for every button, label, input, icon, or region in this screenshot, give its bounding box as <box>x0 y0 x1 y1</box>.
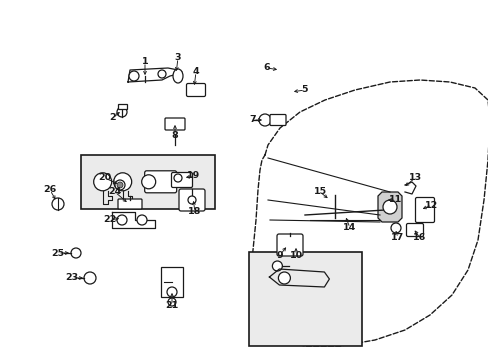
Polygon shape <box>377 192 401 222</box>
Text: 16: 16 <box>412 234 426 243</box>
Text: 23: 23 <box>65 274 79 283</box>
Text: 2: 2 <box>109 113 116 122</box>
Circle shape <box>117 182 123 188</box>
FancyBboxPatch shape <box>276 234 303 256</box>
FancyBboxPatch shape <box>118 199 142 209</box>
Text: 25: 25 <box>51 248 64 257</box>
Text: 9: 9 <box>276 251 283 260</box>
Text: 17: 17 <box>390 234 404 243</box>
FancyBboxPatch shape <box>179 189 204 211</box>
Circle shape <box>71 248 81 258</box>
Text: 12: 12 <box>425 201 438 210</box>
Circle shape <box>52 198 64 210</box>
Circle shape <box>167 287 177 297</box>
Circle shape <box>259 114 270 126</box>
Circle shape <box>142 175 155 189</box>
Text: 5: 5 <box>301 85 307 94</box>
Text: 6: 6 <box>263 63 270 72</box>
Circle shape <box>129 71 139 81</box>
Circle shape <box>272 261 282 271</box>
Circle shape <box>187 196 196 204</box>
Text: 24: 24 <box>108 188 122 197</box>
FancyBboxPatch shape <box>171 172 192 188</box>
Circle shape <box>117 107 127 117</box>
Text: 8: 8 <box>171 130 178 139</box>
FancyBboxPatch shape <box>269 114 285 126</box>
Text: 14: 14 <box>343 224 356 233</box>
Text: 19: 19 <box>187 171 200 180</box>
Text: 15: 15 <box>313 188 326 197</box>
Text: 13: 13 <box>407 174 421 183</box>
Circle shape <box>113 173 131 191</box>
Circle shape <box>390 223 400 233</box>
Circle shape <box>174 174 182 182</box>
Circle shape <box>84 272 96 284</box>
FancyBboxPatch shape <box>186 84 205 96</box>
Text: 4: 4 <box>192 68 199 77</box>
Ellipse shape <box>173 69 183 83</box>
Text: 1: 1 <box>142 58 148 67</box>
Circle shape <box>278 272 290 284</box>
Circle shape <box>115 180 125 190</box>
Bar <box>249 252 361 346</box>
Circle shape <box>158 70 165 78</box>
Bar <box>161 267 183 297</box>
Text: 21: 21 <box>165 301 178 310</box>
Text: 26: 26 <box>43 185 57 194</box>
Text: 3: 3 <box>174 54 181 63</box>
FancyBboxPatch shape <box>415 198 434 222</box>
Circle shape <box>137 215 147 225</box>
Text: 10: 10 <box>289 251 302 260</box>
Circle shape <box>117 215 127 225</box>
FancyBboxPatch shape <box>164 118 184 130</box>
FancyBboxPatch shape <box>406 224 423 237</box>
Text: 22: 22 <box>103 216 116 225</box>
Text: 18: 18 <box>188 207 201 216</box>
Text: 7: 7 <box>249 116 256 125</box>
Circle shape <box>382 200 396 214</box>
FancyBboxPatch shape <box>144 171 176 193</box>
Text: 11: 11 <box>388 195 402 204</box>
Circle shape <box>168 298 176 306</box>
Text: 20: 20 <box>98 174 111 183</box>
Circle shape <box>94 173 111 191</box>
Bar <box>81 155 215 209</box>
Bar <box>117 104 126 108</box>
